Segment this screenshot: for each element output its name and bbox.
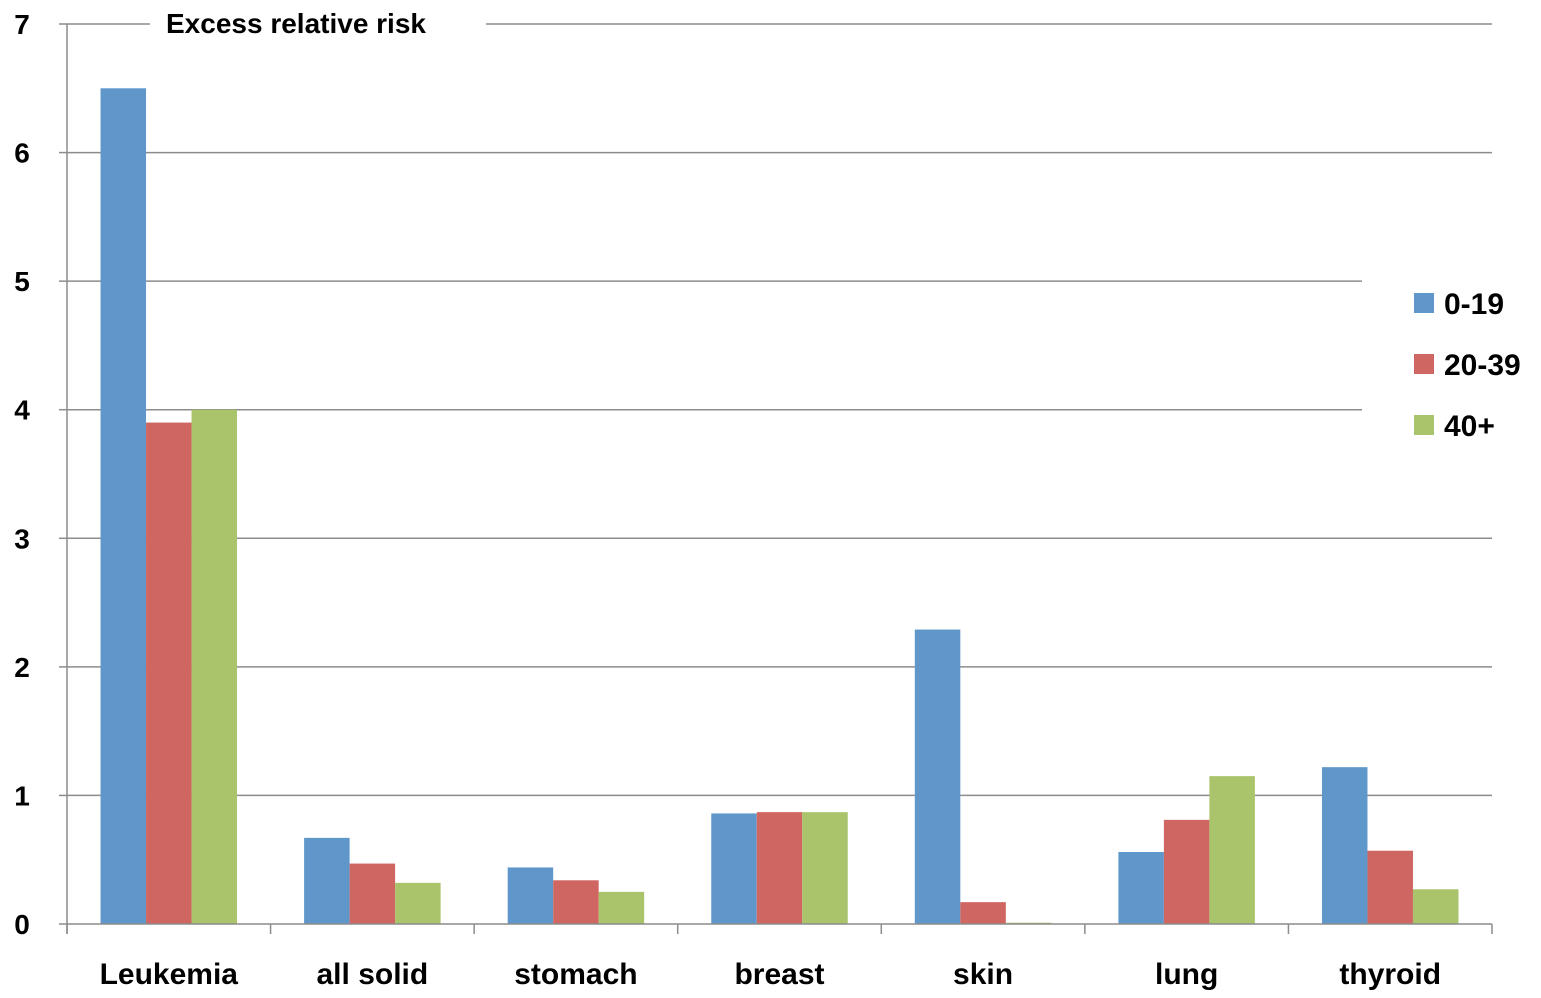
- bar: [395, 882, 441, 924]
- legend-label: 20-39: [1444, 349, 1521, 382]
- y-tick-label: 5: [14, 266, 30, 297]
- y-tick-label: 4: [14, 395, 30, 426]
- chart-title: Excess relative risk: [166, 8, 426, 39]
- bar: [756, 812, 803, 924]
- bar: [1412, 889, 1459, 924]
- bar: [100, 88, 147, 925]
- x-tick-label: all solid: [317, 958, 429, 991]
- bar: [1321, 767, 1368, 924]
- bar: [598, 891, 645, 924]
- bar: [146, 422, 192, 924]
- bar: [553, 880, 599, 924]
- bar: [711, 813, 757, 924]
- bar: [304, 837, 350, 924]
- y-tick-label: 0: [14, 909, 30, 940]
- bar: [1209, 776, 1255, 924]
- x-tick-label: Leukemia: [100, 958, 239, 991]
- legend-swatch: [1414, 415, 1434, 435]
- legend-swatch: [1414, 293, 1434, 313]
- tick-labels: 0 1 2 3 4 5 6 7 Leukemia all solid stomach breast sk…: [14, 9, 1441, 991]
- axes: [59, 23, 1493, 934]
- x-tick-label: lung: [1155, 958, 1218, 991]
- legend: 0-19 20-39 40+: [1362, 272, 1541, 452]
- y-tick-label: 7: [14, 9, 30, 40]
- bar: [1118, 852, 1164, 924]
- bar: [507, 867, 554, 924]
- legend-label: 40+: [1444, 410, 1495, 443]
- x-tick-label: breast: [734, 958, 824, 991]
- y-tick-label: 3: [14, 523, 30, 554]
- bar: [1367, 850, 1413, 924]
- x-tick-label: stomach: [514, 958, 637, 991]
- bar: [1163, 819, 1210, 924]
- legend-swatch: [1414, 354, 1434, 374]
- legend-label: 0-19: [1444, 288, 1504, 321]
- bar: [191, 409, 238, 924]
- bar: [349, 863, 396, 924]
- y-tick-label: 1: [14, 780, 30, 811]
- y-tick-label: 6: [14, 138, 30, 169]
- x-tick-label: thyroid: [1339, 958, 1441, 991]
- chart-title-group: Excess relative risk: [150, 5, 486, 43]
- x-tick-label: skin: [953, 958, 1013, 991]
- y-tick-label: 2: [14, 652, 30, 683]
- bar: [802, 812, 848, 924]
- bar: [960, 902, 1006, 924]
- legend-background: [1362, 272, 1541, 452]
- gridlines: [67, 23, 1492, 797]
- chart-title-background: [150, 5, 486, 43]
- bars: [100, 88, 1459, 925]
- bar: [914, 629, 961, 924]
